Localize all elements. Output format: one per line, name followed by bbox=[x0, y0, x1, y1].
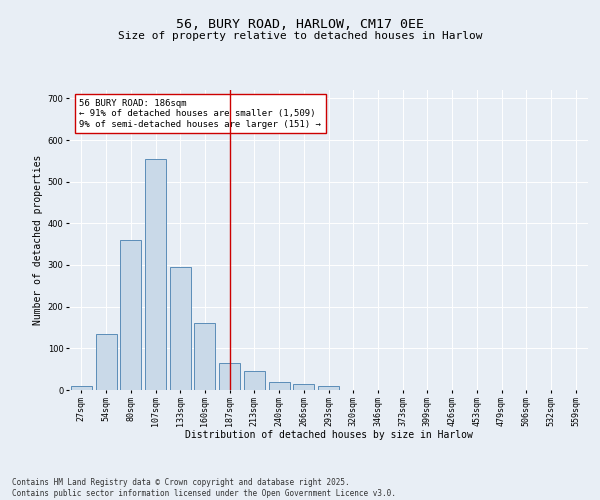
Bar bbox=[120, 240, 141, 390]
Bar bbox=[71, 386, 92, 390]
Bar bbox=[170, 267, 191, 390]
Bar bbox=[145, 159, 166, 390]
Bar bbox=[219, 363, 240, 390]
Text: Size of property relative to detached houses in Harlow: Size of property relative to detached ho… bbox=[118, 31, 482, 41]
Y-axis label: Number of detached properties: Number of detached properties bbox=[34, 155, 43, 325]
Text: Contains HM Land Registry data © Crown copyright and database right 2025.
Contai: Contains HM Land Registry data © Crown c… bbox=[12, 478, 396, 498]
Bar bbox=[95, 334, 116, 390]
Bar bbox=[244, 371, 265, 390]
Text: 56, BURY ROAD, HARLOW, CM17 0EE: 56, BURY ROAD, HARLOW, CM17 0EE bbox=[176, 18, 424, 30]
Bar bbox=[318, 386, 339, 390]
Text: 56 BURY ROAD: 186sqm
← 91% of detached houses are smaller (1,509)
9% of semi-det: 56 BURY ROAD: 186sqm ← 91% of detached h… bbox=[79, 99, 321, 129]
X-axis label: Distribution of detached houses by size in Harlow: Distribution of detached houses by size … bbox=[185, 430, 472, 440]
Bar bbox=[269, 382, 290, 390]
Bar bbox=[194, 324, 215, 390]
Bar bbox=[293, 384, 314, 390]
